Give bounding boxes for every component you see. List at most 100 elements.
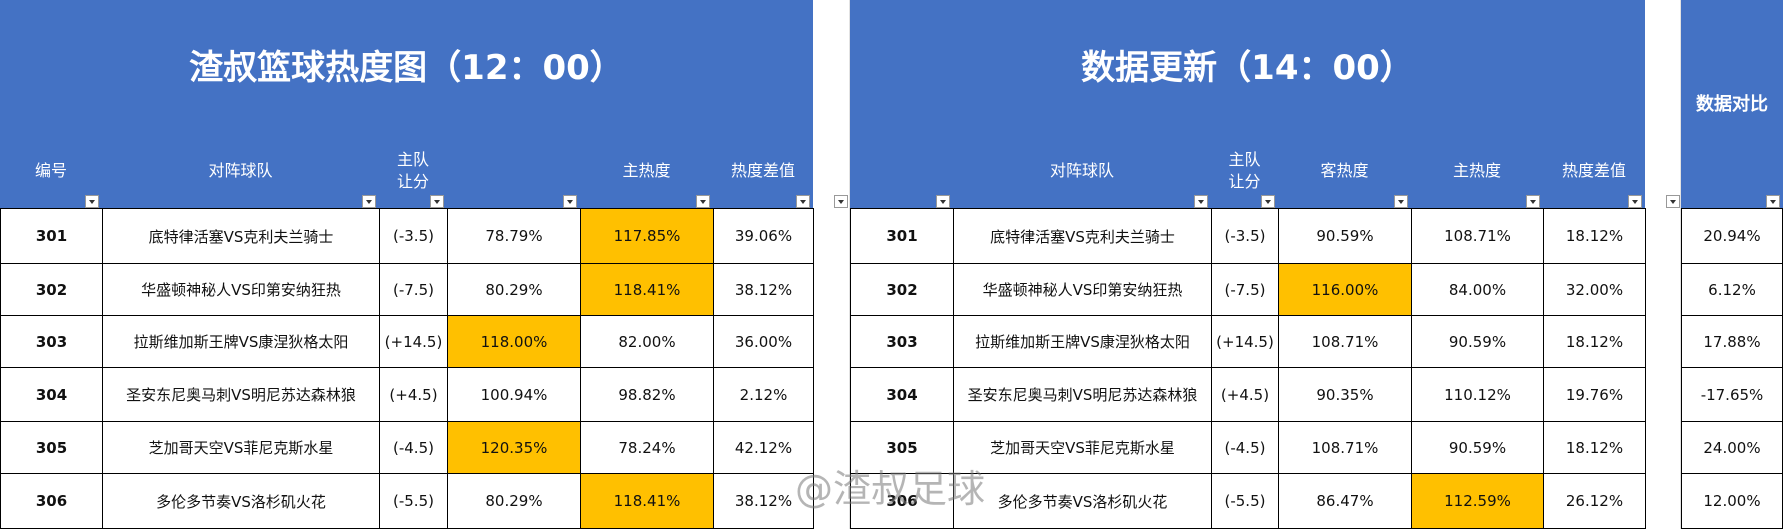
data-cell: 拉斯维加斯王牌VS康涅狄格太阳	[102, 315, 380, 368]
data-cell: (+4.5)	[1211, 367, 1279, 422]
column-header: 热度差值	[1561, 161, 1626, 180]
column-header: 主队 让分	[1228, 150, 1261, 191]
data-cell: 芝加哥天空VS菲尼克斯水星	[953, 421, 1212, 474]
data-cell: (-4.5)	[1211, 421, 1279, 474]
data-cell: 78.24%	[580, 421, 714, 474]
row-number: 303	[850, 315, 954, 368]
data-cell: (+14.5)	[379, 315, 448, 368]
data-cell: 118.41%	[580, 473, 714, 529]
data-cell: (+4.5)	[379, 367, 448, 422]
table-header	[850, 0, 1645, 208]
row-number: 306	[850, 473, 954, 529]
data-cell: (-5.5)	[1211, 473, 1279, 529]
data-cell: 80.29%	[447, 263, 581, 316]
data-cell: (-7.5)	[1211, 263, 1279, 316]
data-cell: (-7.5)	[379, 263, 448, 316]
data-cell: 18.12%	[1543, 421, 1646, 474]
column-header: 热度差值	[730, 161, 795, 180]
column-header: 主热度	[622, 161, 671, 180]
table-title: 渣叔篮球热度图（12：00）	[189, 48, 624, 88]
data-cell: 98.82%	[580, 367, 714, 422]
data-cell: 90.59%	[1278, 208, 1412, 264]
gap-column	[1645, 0, 1681, 529]
data-cell: 36.00%	[713, 315, 814, 368]
data-cell: 120.35%	[447, 421, 581, 474]
comparison-title: 数据对比	[1696, 94, 1768, 115]
data-cell: 39.06%	[713, 208, 814, 264]
data-cell: 100.94%	[447, 367, 581, 422]
column-header: 主热度	[1452, 161, 1501, 180]
table-title: 数据更新（14：00）	[1081, 48, 1414, 88]
data-cell: 90.59%	[1411, 315, 1544, 368]
data-cell: 32.00%	[1543, 263, 1646, 316]
filter-button[interactable]	[1261, 195, 1275, 208]
data-cell: 2.12%	[713, 367, 814, 422]
data-cell: 底特律活塞VS克利夫兰骑士	[953, 208, 1212, 264]
column-header: 对阵球队	[208, 161, 273, 180]
filter-button[interactable]	[362, 195, 376, 208]
filter-button[interactable]	[1194, 195, 1208, 208]
data-cell: 底特律活塞VS克利夫兰骑士	[102, 208, 380, 264]
data-cell: (-5.5)	[379, 473, 448, 529]
data-cell: 多伦多节奏VS洛杉矶火花	[953, 473, 1212, 529]
data-cell: 24.00%	[1681, 421, 1783, 474]
data-cell: 118.00%	[447, 315, 581, 368]
data-cell: 117.85%	[580, 208, 714, 264]
row-number: 303	[0, 315, 103, 368]
filter-button[interactable]	[696, 195, 710, 208]
data-cell: 112.59%	[1411, 473, 1544, 529]
column-header: 主队 让分	[396, 150, 429, 191]
filter-button[interactable]	[1394, 195, 1408, 208]
filter-button[interactable]	[1766, 195, 1780, 208]
data-cell: 78.79%	[447, 208, 581, 264]
data-cell: 19.76%	[1543, 367, 1646, 422]
data-cell: 多伦多节奏VS洛杉矶火花	[102, 473, 380, 529]
data-cell: 82.00%	[580, 315, 714, 368]
data-cell: 108.71%	[1411, 208, 1544, 264]
table-header	[0, 0, 813, 208]
row-number: 306	[0, 473, 103, 529]
data-cell: 118.41%	[580, 263, 714, 316]
data-cell: 芝加哥天空VS菲尼克斯水星	[102, 421, 380, 474]
comparison-header	[1681, 0, 1783, 208]
filter-button[interactable]	[85, 195, 99, 208]
filter-button[interactable]	[563, 195, 577, 208]
data-cell: 84.00%	[1411, 263, 1544, 316]
filter-button[interactable]	[430, 195, 444, 208]
gap-column	[813, 0, 850, 529]
row-number: 304	[0, 367, 103, 422]
data-cell: 华盛顿神秘人VS印第安纳狂热	[953, 263, 1212, 316]
filter-button[interactable]	[1526, 195, 1540, 208]
row-number: 301	[0, 208, 103, 264]
data-cell: (-4.5)	[379, 421, 448, 474]
data-cell: 6.12%	[1681, 263, 1783, 316]
data-cell: 圣安东尼奥马刺VS明尼苏达森林狼	[953, 367, 1212, 422]
data-cell: (+14.5)	[1211, 315, 1279, 368]
data-cell: 108.71%	[1278, 315, 1412, 368]
data-cell: 80.29%	[447, 473, 581, 529]
data-cell: 华盛顿神秘人VS印第安纳狂热	[102, 263, 380, 316]
filter-button[interactable]	[834, 195, 848, 208]
row-number: 302	[0, 263, 103, 316]
filter-button[interactable]	[796, 195, 810, 208]
filter-button[interactable]	[1628, 195, 1642, 208]
row-number: 304	[850, 367, 954, 422]
data-cell: 38.12%	[713, 263, 814, 316]
row-number: 301	[850, 208, 954, 264]
data-cell: -17.65%	[1681, 367, 1783, 422]
filter-button[interactable]	[936, 195, 950, 208]
data-cell: 12.00%	[1681, 473, 1783, 529]
data-cell: 42.12%	[713, 421, 814, 474]
row-number: 305	[0, 421, 103, 474]
row-number: 302	[850, 263, 954, 316]
data-cell: 18.12%	[1543, 315, 1646, 368]
data-cell: 17.88%	[1681, 315, 1783, 368]
data-cell: 116.00%	[1278, 263, 1412, 316]
data-cell: 26.12%	[1543, 473, 1646, 529]
filter-button[interactable]	[1666, 195, 1680, 208]
data-cell: (-3.5)	[379, 208, 448, 264]
column-header: 对阵球队	[1049, 161, 1114, 180]
data-cell: 圣安东尼奥马刺VS明尼苏达森林狼	[102, 367, 380, 422]
